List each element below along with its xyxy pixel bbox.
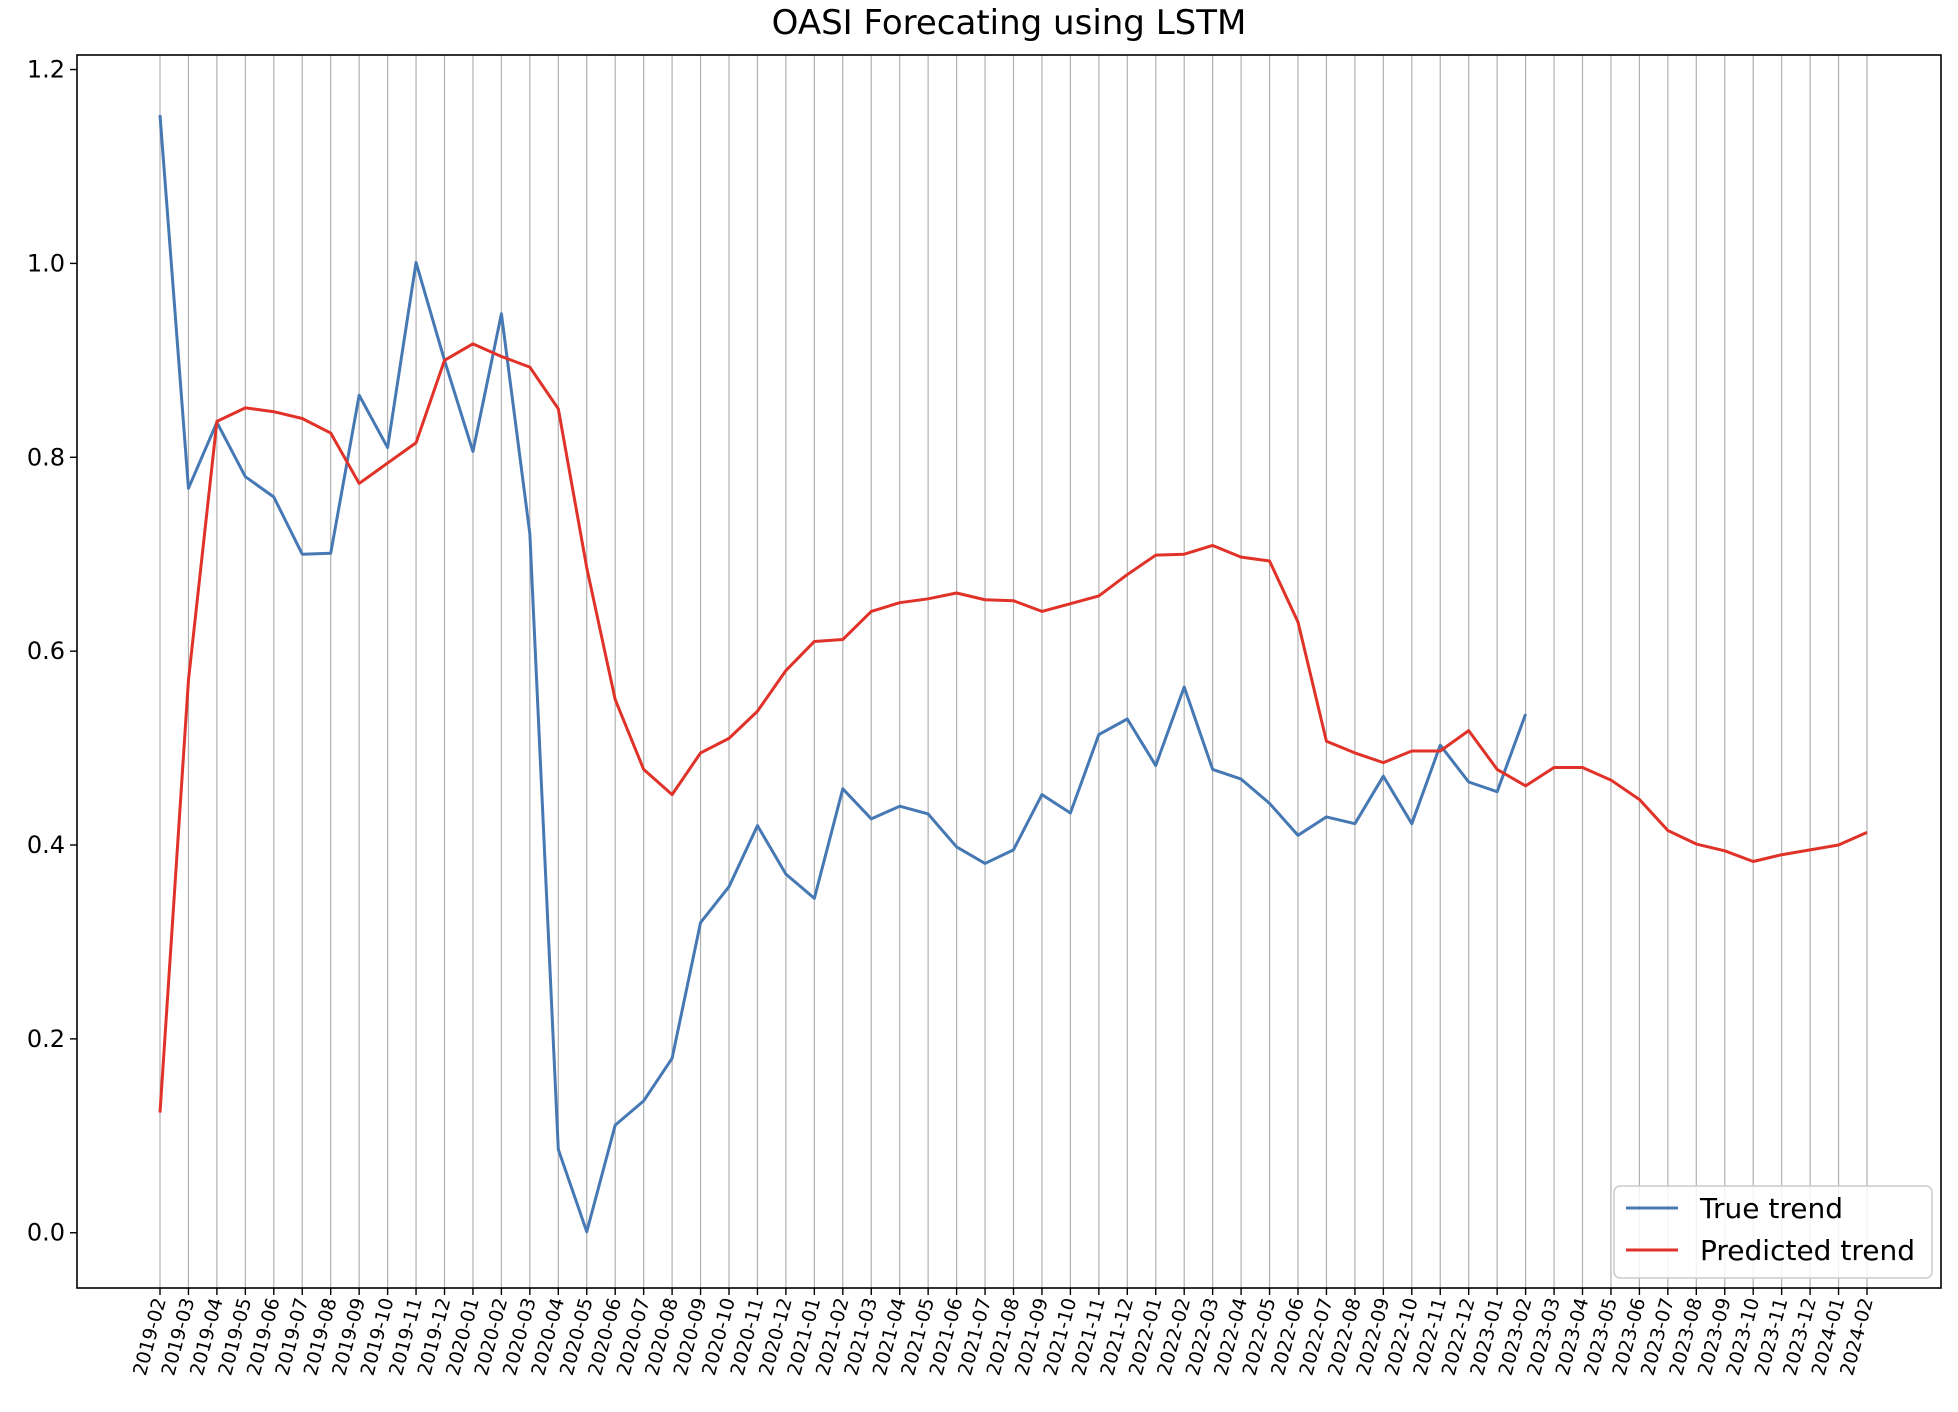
x-axis: 2019-022019-032019-042019-052019-062019-… (129, 1288, 1878, 1378)
plot-area-frame (76, 54, 1942, 1289)
legend-label-true-trend: True trend (1699, 1192, 1843, 1225)
y-tick-label: 1.0 (27, 249, 65, 277)
y-tick-label: 1.2 (27, 56, 65, 84)
chart-title: OASI Forecating using LSTM (772, 3, 1247, 43)
series-line-true-trend (158, 114, 1528, 1234)
y-tick-label: 0.8 (27, 443, 65, 471)
y-axis: 0.0 0.2 0.4 0.6 0.8 1.0 1.2 (27, 56, 77, 1247)
legend-label-predicted-trend: Predicted trend (1700, 1234, 1915, 1267)
series-line-predicted-trend (158, 342, 1868, 1113)
x-grid-lines (159, 55, 1868, 1288)
legend: True trend Predicted trend (1613, 1185, 1933, 1279)
y-tick-label: 0.2 (27, 1025, 65, 1053)
y-tick-label: 0.0 (27, 1219, 65, 1247)
y-tick-label: 0.4 (27, 831, 65, 859)
legend-box (1613, 1185, 1933, 1279)
series-layer (158, 114, 1868, 1234)
y-tick-label: 0.6 (27, 637, 65, 665)
